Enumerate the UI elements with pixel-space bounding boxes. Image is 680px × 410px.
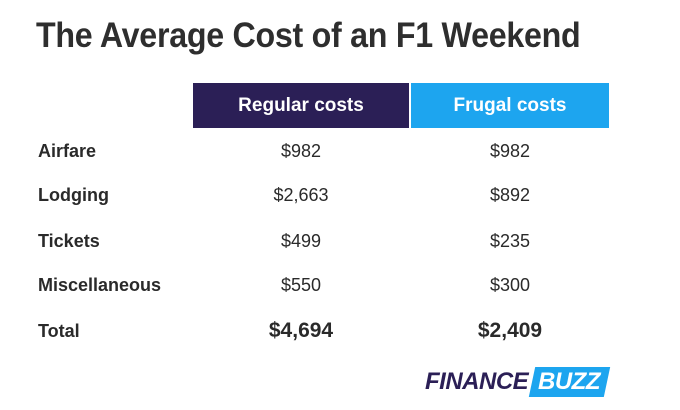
row-label: Tickets xyxy=(38,231,100,251)
frugal-cost-cell: $982 xyxy=(489,141,531,161)
row-label: Total xyxy=(38,321,80,341)
table-row-airfare: Airfare $982 $982 xyxy=(0,136,680,166)
regular-cost-cell: $499 xyxy=(280,231,322,251)
row-label: Airfare xyxy=(38,141,97,161)
logo-finance-text: FINANCE xyxy=(425,368,529,395)
page-title: The Average Cost of an F1 Weekend xyxy=(36,16,581,55)
regular-cost-cell: $982 xyxy=(280,141,322,161)
table-row-tickets: Tickets $499 $235 xyxy=(0,226,680,256)
frugal-cost-cell: $892 xyxy=(489,185,531,205)
frugal-cost-cell: $300 xyxy=(489,275,531,295)
logo-buzz-text: BUZZ xyxy=(538,368,601,395)
regular-cost-cell: $2,663 xyxy=(273,185,329,205)
column-header-frugal-costs: Frugal costs xyxy=(411,83,609,128)
row-label: Lodging xyxy=(38,185,109,205)
regular-cost-cell: $550 xyxy=(280,275,322,295)
logo-buzz-badge: BUZZ xyxy=(528,367,611,397)
frugal-cost-cell: $235 xyxy=(489,231,531,251)
row-label: Miscellaneous xyxy=(38,275,162,295)
table-row-miscellaneous: Miscellaneous $550 $300 xyxy=(0,270,680,300)
regular-total-cell: $4,694 xyxy=(268,319,334,342)
financebuzz-logo: FINANCE BUZZ xyxy=(425,366,611,398)
table-row-lodging: Lodging $2,663 $892 xyxy=(0,180,680,210)
column-header-regular-costs: Regular costs xyxy=(193,83,409,128)
table-row-total: Total $4,694 $2,409 xyxy=(0,316,680,346)
frugal-total-cell: $2,409 xyxy=(477,319,543,342)
